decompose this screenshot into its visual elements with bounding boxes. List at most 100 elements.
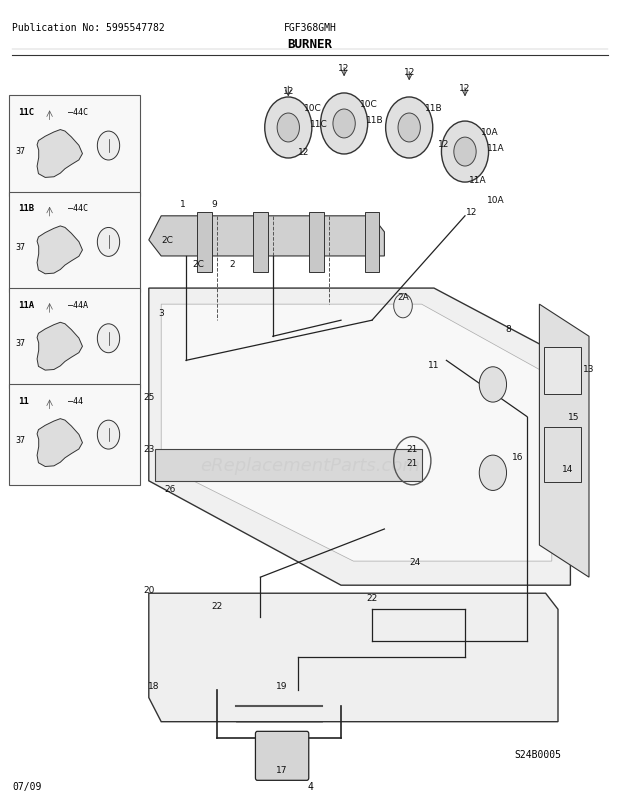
FancyBboxPatch shape	[9, 385, 140, 485]
Text: 10C: 10C	[360, 99, 378, 109]
Text: —44: —44	[68, 396, 83, 406]
Text: 2A: 2A	[397, 292, 409, 302]
Polygon shape	[37, 323, 82, 371]
Polygon shape	[149, 593, 558, 722]
Circle shape	[97, 324, 120, 353]
Text: 12: 12	[466, 208, 477, 217]
Text: 14: 14	[562, 464, 573, 474]
Text: 37: 37	[16, 435, 25, 444]
Text: 37: 37	[16, 147, 25, 156]
Circle shape	[386, 98, 433, 159]
Polygon shape	[149, 289, 570, 585]
Circle shape	[454, 138, 476, 167]
Text: 10C: 10C	[304, 103, 322, 113]
Circle shape	[265, 98, 312, 159]
Text: 47: 47	[102, 243, 112, 252]
Text: 11C: 11C	[311, 119, 328, 129]
Text: 16: 16	[512, 452, 523, 462]
Text: 11B: 11B	[425, 103, 443, 113]
Text: 11A: 11A	[487, 144, 505, 153]
Text: 22: 22	[211, 601, 223, 610]
Polygon shape	[149, 217, 384, 257]
Text: 15: 15	[568, 412, 579, 422]
Bar	[197, 213, 212, 273]
Circle shape	[479, 367, 507, 403]
Polygon shape	[37, 419, 82, 467]
Circle shape	[97, 228, 120, 257]
Text: 37: 37	[16, 243, 25, 252]
Circle shape	[333, 110, 355, 139]
Text: 11A: 11A	[19, 300, 35, 310]
Text: 12: 12	[298, 148, 309, 157]
Circle shape	[441, 122, 489, 183]
FancyBboxPatch shape	[9, 289, 140, 389]
Polygon shape	[37, 227, 82, 274]
Circle shape	[97, 420, 120, 449]
Text: 20: 20	[143, 585, 154, 594]
Text: 3: 3	[158, 308, 164, 318]
Text: 26: 26	[165, 484, 176, 494]
Polygon shape	[539, 305, 589, 577]
Text: 2: 2	[229, 260, 236, 269]
Text: 07/09: 07/09	[12, 781, 42, 791]
Text: 11B: 11B	[19, 204, 35, 213]
FancyBboxPatch shape	[9, 192, 140, 293]
Text: 37: 37	[16, 339, 25, 348]
Text: 11A: 11A	[469, 176, 486, 185]
FancyBboxPatch shape	[255, 731, 309, 780]
Circle shape	[321, 94, 368, 155]
Text: 24: 24	[410, 557, 421, 566]
Text: 12: 12	[283, 87, 294, 95]
Text: 25: 25	[143, 392, 154, 402]
Text: 11B: 11B	[366, 115, 384, 125]
Text: 47: 47	[102, 339, 112, 348]
Text: 11: 11	[19, 396, 29, 406]
Text: 13: 13	[583, 364, 595, 374]
FancyBboxPatch shape	[544, 427, 581, 483]
Circle shape	[97, 132, 120, 160]
Text: 17: 17	[277, 765, 288, 775]
Text: 8: 8	[505, 324, 511, 334]
Polygon shape	[37, 131, 82, 178]
FancyBboxPatch shape	[544, 347, 581, 395]
Text: —44A: —44A	[68, 300, 88, 310]
Text: 10A: 10A	[481, 128, 498, 137]
Circle shape	[479, 456, 507, 491]
Text: 19: 19	[277, 681, 288, 691]
Bar	[253, 213, 268, 273]
Text: 12: 12	[339, 63, 350, 73]
Text: 2C: 2C	[192, 260, 205, 269]
Polygon shape	[155, 449, 422, 481]
Text: 12: 12	[438, 140, 449, 149]
Text: 11: 11	[428, 360, 440, 370]
Text: Publication No: 5995547782: Publication No: 5995547782	[12, 23, 165, 33]
Text: eReplacementParts.com: eReplacementParts.com	[200, 456, 420, 474]
Text: 23: 23	[143, 444, 154, 454]
Text: 4: 4	[307, 781, 313, 791]
Text: 21: 21	[407, 458, 418, 468]
Circle shape	[398, 114, 420, 143]
Polygon shape	[161, 305, 552, 561]
Text: 12: 12	[404, 67, 415, 77]
Text: 11C: 11C	[19, 107, 35, 117]
Text: 18: 18	[148, 681, 159, 691]
Text: S24B0005: S24B0005	[515, 749, 562, 759]
Text: —44C: —44C	[68, 107, 88, 117]
Text: 47: 47	[102, 147, 112, 156]
Circle shape	[394, 294, 412, 318]
FancyBboxPatch shape	[9, 96, 140, 196]
Text: FGF368GMH: FGF368GMH	[283, 23, 337, 33]
Text: 47: 47	[102, 435, 112, 444]
Text: 21: 21	[407, 444, 418, 454]
Text: 2C: 2C	[161, 236, 174, 245]
Bar	[365, 213, 379, 273]
Bar	[309, 213, 324, 273]
Text: 12: 12	[459, 83, 471, 93]
Text: 10A: 10A	[487, 196, 505, 205]
Text: —44C: —44C	[68, 204, 88, 213]
Text: BURNER: BURNER	[288, 38, 332, 51]
Text: 1: 1	[180, 200, 186, 209]
Text: 9: 9	[211, 200, 217, 209]
Circle shape	[277, 114, 299, 143]
Text: 22: 22	[366, 593, 378, 602]
